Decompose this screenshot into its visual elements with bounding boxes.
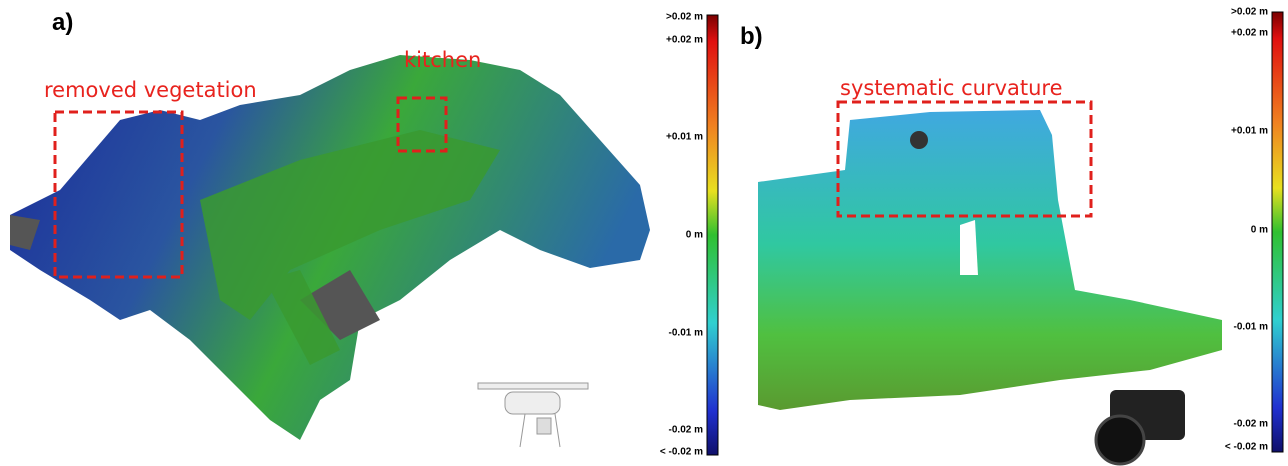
window [960,220,978,275]
colorbar-label: +0.01 m [1231,126,1268,137]
panel-a: a) removed vegetation kitchen >0.02 m +0… [10,9,719,458]
colorbar-labels: >0.02 m +0.02 m +0.01 m 0 m -0.01 m -0.0… [1225,7,1268,453]
point-cloud-green [200,130,500,365]
annotation: systematic curvature [840,76,1063,100]
annotation-box [396,96,448,153]
colorbar-label: < -0.02 m [1225,442,1268,453]
colorbar [706,14,719,456]
colorbar-label: +0.01 m [666,132,703,143]
colorbar-label: -0.02 m [669,425,704,436]
colorbar-label: >0.02 m [666,12,703,23]
drone-icon [477,382,589,448]
colorbar-label: -0.02 m [1234,419,1269,430]
colorbar-label: < -0.02 m [660,447,703,458]
colorbar [1271,11,1284,453]
annotation: removed vegetation [44,78,257,102]
point-cloud [758,110,1222,410]
window [910,131,928,149]
annotation-box [836,100,1093,218]
colorbar-label: +0.02 m [1231,28,1268,39]
panel-b: b) systematic curvature >0.02 m +0.02 m … [740,7,1284,466]
annotation: kitchen [404,48,481,72]
panel-label: b) [740,23,763,50]
panel-label: a) [52,9,73,36]
camera-icon [1094,390,1185,466]
colorbar-label: +0.02 m [666,35,703,46]
colorbar-label: -0.01 m [1234,322,1269,333]
colorbar-label: -0.01 m [669,328,704,339]
colorbar-labels: >0.02 m +0.02 m +0.01 m 0 m -0.01 m -0.0… [660,12,703,458]
point-cloud-grey [10,215,380,340]
colorbar-label: 0 m [686,230,703,241]
colorbar-label: 0 m [1251,225,1268,236]
annotation-box [53,110,184,279]
colorbar-label: >0.02 m [1231,7,1268,18]
